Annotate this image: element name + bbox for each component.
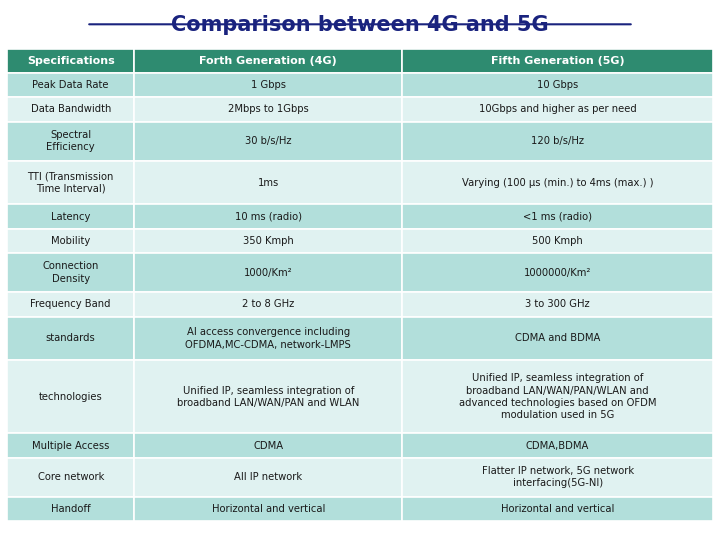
Text: Data Bandwidth: Data Bandwidth <box>30 104 111 114</box>
FancyBboxPatch shape <box>134 497 402 521</box>
FancyBboxPatch shape <box>7 360 134 434</box>
Text: 3 to 300 GHz: 3 to 300 GHz <box>526 299 590 309</box>
FancyBboxPatch shape <box>7 497 134 521</box>
Text: Varying (100 μs (min.) to 4ms (max.) ): Varying (100 μs (min.) to 4ms (max.) ) <box>462 178 653 187</box>
FancyBboxPatch shape <box>7 122 134 160</box>
FancyBboxPatch shape <box>7 316 134 360</box>
FancyBboxPatch shape <box>134 434 402 458</box>
Text: Core network: Core network <box>37 472 104 482</box>
FancyBboxPatch shape <box>7 49 134 73</box>
FancyBboxPatch shape <box>7 205 134 229</box>
Text: 1 Gbps: 1 Gbps <box>251 80 286 90</box>
Text: Flatter IP network, 5G network
interfacing(5G-NI): Flatter IP network, 5G network interfaci… <box>482 466 634 489</box>
FancyBboxPatch shape <box>7 434 134 458</box>
FancyBboxPatch shape <box>134 122 402 160</box>
Text: Comparison between 4G and 5G: Comparison between 4G and 5G <box>171 15 549 35</box>
Text: 2Mbps to 1Gbps: 2Mbps to 1Gbps <box>228 104 309 114</box>
FancyBboxPatch shape <box>402 360 713 434</box>
FancyBboxPatch shape <box>7 253 134 292</box>
Text: 120 b/s/Hz: 120 b/s/Hz <box>531 136 584 146</box>
Text: 10 Gbps: 10 Gbps <box>537 80 578 90</box>
Text: CDMA: CDMA <box>253 441 284 450</box>
Text: Connection
Density: Connection Density <box>42 261 99 284</box>
Text: All IP network: All IP network <box>234 472 302 482</box>
FancyBboxPatch shape <box>402 49 713 73</box>
Text: 2 to 8 GHz: 2 to 8 GHz <box>242 299 294 309</box>
FancyBboxPatch shape <box>402 122 713 160</box>
Text: Multiple Access: Multiple Access <box>32 441 109 450</box>
Text: Mobility: Mobility <box>51 236 90 246</box>
FancyBboxPatch shape <box>134 458 402 497</box>
FancyBboxPatch shape <box>7 160 134 205</box>
Text: 10Gbps and higher as per need: 10Gbps and higher as per need <box>479 104 636 114</box>
FancyBboxPatch shape <box>134 205 402 229</box>
Text: CDMA and BDMA: CDMA and BDMA <box>515 333 600 343</box>
FancyBboxPatch shape <box>134 49 402 73</box>
Text: 350 Kmph: 350 Kmph <box>243 236 294 246</box>
Text: technologies: technologies <box>39 392 102 402</box>
Text: Frequency Band: Frequency Band <box>30 299 111 309</box>
FancyBboxPatch shape <box>134 292 402 316</box>
Text: Peak Data Rate: Peak Data Rate <box>32 80 109 90</box>
FancyBboxPatch shape <box>7 229 134 253</box>
Text: Unified IP, seamless integration of
broadband LAN/WAN/PAN/WLAN and
advanced tech: Unified IP, seamless integration of broa… <box>459 373 657 421</box>
FancyBboxPatch shape <box>402 97 713 122</box>
Text: <1 ms (radio): <1 ms (radio) <box>523 212 592 221</box>
FancyBboxPatch shape <box>402 73 713 97</box>
Text: Unified IP, seamless integration of
broadband LAN/WAN/PAN and WLAN: Unified IP, seamless integration of broa… <box>177 386 359 408</box>
FancyBboxPatch shape <box>402 434 713 458</box>
FancyBboxPatch shape <box>402 292 713 316</box>
Text: 500 Kmph: 500 Kmph <box>532 236 583 246</box>
FancyBboxPatch shape <box>402 205 713 229</box>
Text: Spectral
Efficiency: Spectral Efficiency <box>46 130 95 152</box>
FancyBboxPatch shape <box>134 253 402 292</box>
Text: Fifth Generation (5G): Fifth Generation (5G) <box>491 56 624 66</box>
Text: Handoff: Handoff <box>51 504 91 514</box>
Text: Horizontal and vertical: Horizontal and vertical <box>501 504 614 514</box>
Text: Latency: Latency <box>51 212 91 221</box>
FancyBboxPatch shape <box>7 292 134 316</box>
FancyBboxPatch shape <box>134 360 402 434</box>
Text: TTI (Transmission
Time Interval): TTI (Transmission Time Interval) <box>27 171 114 194</box>
Text: CDMA,BDMA: CDMA,BDMA <box>526 441 589 450</box>
FancyBboxPatch shape <box>134 229 402 253</box>
FancyBboxPatch shape <box>7 458 134 497</box>
Text: 1ms: 1ms <box>258 178 279 187</box>
Text: 1000000/Km²: 1000000/Km² <box>524 268 591 278</box>
FancyBboxPatch shape <box>7 97 134 122</box>
FancyBboxPatch shape <box>134 160 402 205</box>
Text: 10 ms (radio): 10 ms (radio) <box>235 212 302 221</box>
FancyBboxPatch shape <box>134 316 402 360</box>
Text: Horizontal and vertical: Horizontal and vertical <box>212 504 325 514</box>
FancyBboxPatch shape <box>402 497 713 521</box>
FancyBboxPatch shape <box>402 253 713 292</box>
FancyBboxPatch shape <box>402 316 713 360</box>
FancyBboxPatch shape <box>134 97 402 122</box>
Text: 30 b/s/Hz: 30 b/s/Hz <box>245 136 292 146</box>
FancyBboxPatch shape <box>402 458 713 497</box>
Text: 1000/Km²: 1000/Km² <box>244 268 292 278</box>
Text: Forth Generation (4G): Forth Generation (4G) <box>199 56 337 66</box>
Text: Specifications: Specifications <box>27 56 114 66</box>
FancyBboxPatch shape <box>134 73 402 97</box>
FancyBboxPatch shape <box>7 73 134 97</box>
Text: standards: standards <box>46 333 96 343</box>
FancyBboxPatch shape <box>402 160 713 205</box>
Text: AI access convergence including
OFDMA,MC-CDMA, network-LMPS: AI access convergence including OFDMA,MC… <box>185 327 351 349</box>
FancyBboxPatch shape <box>402 229 713 253</box>
